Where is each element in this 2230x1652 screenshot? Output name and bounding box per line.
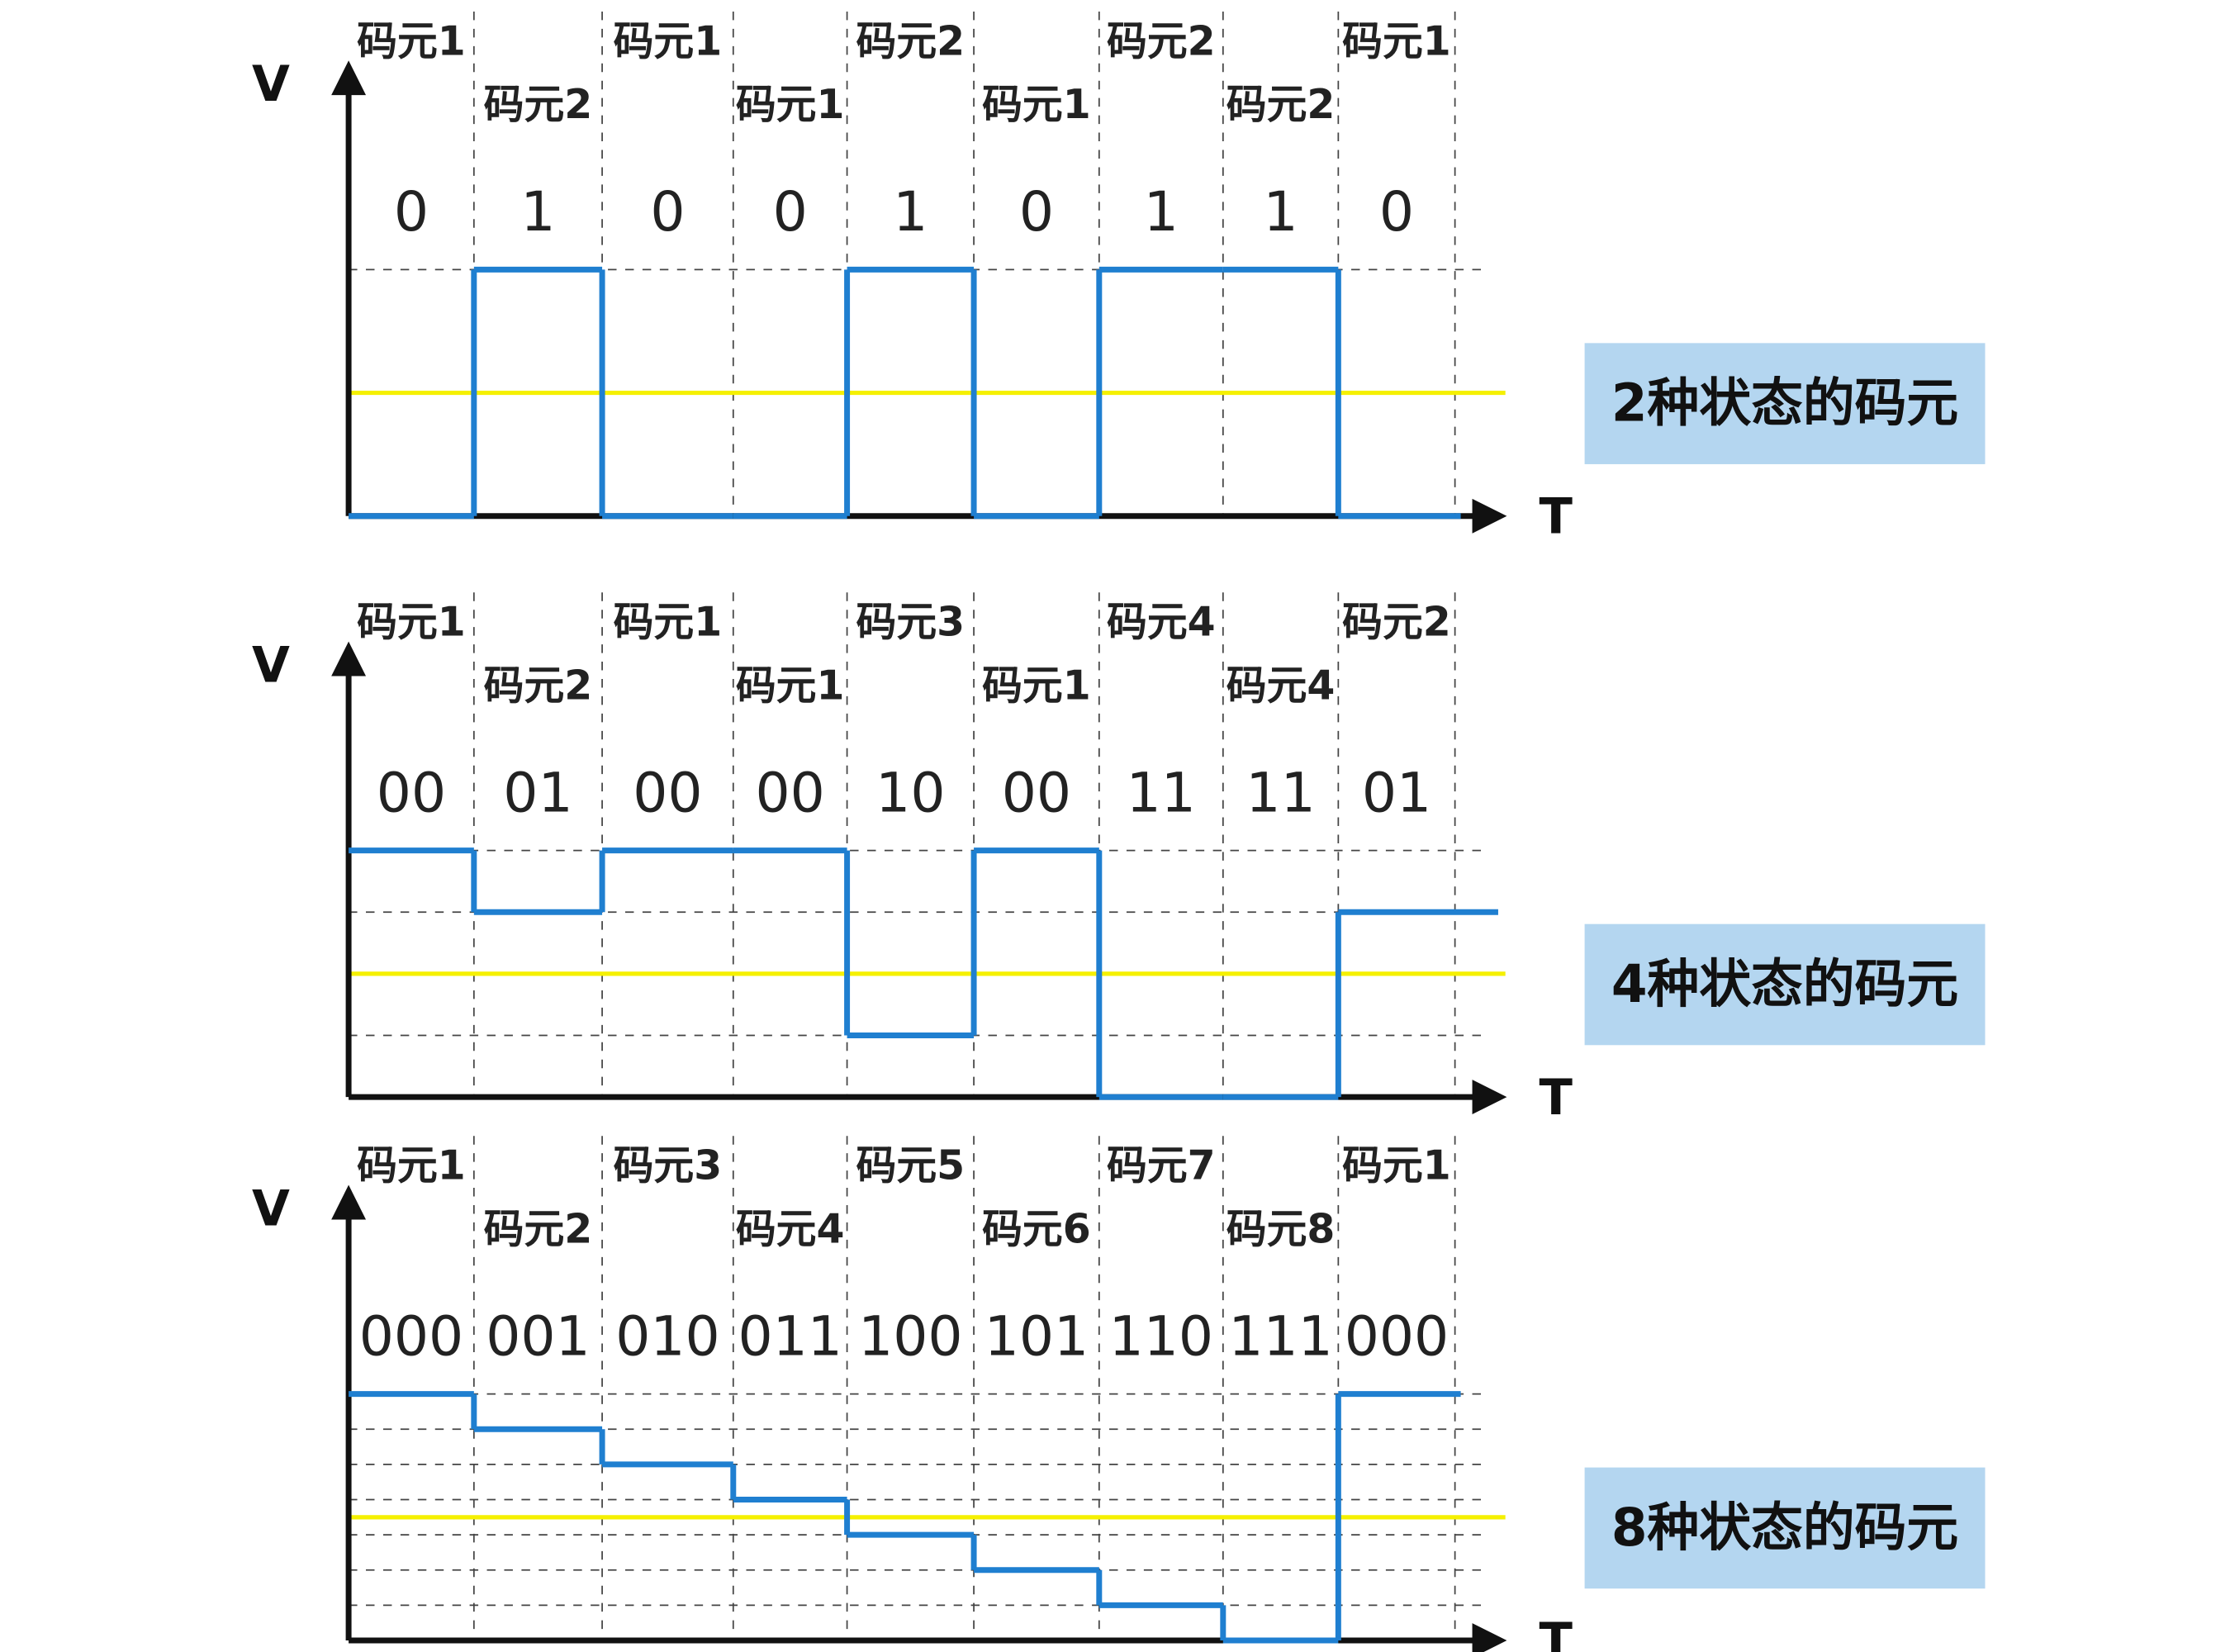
bit-label: 0	[773, 179, 808, 244]
symbol-label: 码元2	[484, 1205, 593, 1252]
symbol-label: 码元2	[484, 81, 593, 128]
y-axis-label: V	[252, 636, 290, 693]
symbol-label: 码元2	[1226, 81, 1336, 128]
symbol-label: 码元1	[982, 81, 1091, 128]
bit-label: 100	[858, 1303, 962, 1368]
x-axis-label: T	[1540, 488, 1573, 545]
bit-label: 101	[985, 1303, 1089, 1368]
bit-label: 1	[520, 179, 555, 244]
bit-label: 1	[1264, 179, 1298, 244]
bit-label: 10	[875, 761, 945, 825]
bit-label: 01	[503, 761, 572, 825]
x-axis-label: T	[1540, 1612, 1573, 1652]
caption: 2种状态的码元	[1611, 373, 1958, 434]
bit-label: 0	[650, 179, 685, 244]
y-arrow	[331, 60, 367, 96]
bit-label: 1	[893, 179, 928, 244]
symbol-label: 码元1	[357, 1142, 466, 1189]
symbol-label: 码元8	[1226, 1205, 1336, 1252]
caption-box	[1584, 343, 1986, 464]
bit-label: 11	[1245, 761, 1315, 825]
caption-box	[1584, 923, 1986, 1046]
bit-label: 00	[1002, 761, 1071, 825]
symbol-label: 码元1	[1342, 17, 1451, 64]
symbol-label: 码元1	[357, 599, 466, 646]
bit-label: 001	[486, 1303, 590, 1368]
bit-label: 000	[359, 1303, 463, 1368]
x-arrow	[1472, 1623, 1507, 1652]
symbol-label: 码元5	[856, 1142, 966, 1189]
bit-label: 010	[615, 1303, 719, 1368]
symbol-label: 码元2	[1107, 17, 1216, 64]
y-arrow	[331, 641, 367, 676]
symbol-label: 码元2	[484, 662, 593, 709]
symbol-label: 码元3	[856, 599, 966, 646]
bit-label: 0	[394, 179, 429, 244]
symbol-label: 码元2	[1342, 599, 1451, 646]
bit-label: 00	[377, 761, 446, 825]
symbol-label: 码元3	[614, 1142, 723, 1189]
symbol-label: 码元4	[1107, 599, 1216, 646]
bit-label: 11	[1127, 761, 1196, 825]
symbol-label: 码元4	[1226, 662, 1336, 709]
bit-label: 011	[738, 1303, 842, 1368]
symbol-label: 码元1	[357, 17, 466, 64]
symbol-label: 码元2	[856, 17, 966, 64]
bit-label: 0	[1019, 179, 1054, 244]
bit-label: 0	[1379, 179, 1414, 244]
symbol-label: 码元7	[1107, 1142, 1216, 1189]
bit-label: 111	[1228, 1303, 1332, 1368]
caption-box	[1584, 1467, 1986, 1589]
caption: 8种状态的码元	[1611, 1498, 1958, 1558]
bit-label: 1	[1144, 179, 1179, 244]
x-arrow	[1472, 498, 1507, 534]
symbol-label: 码元1	[736, 81, 845, 128]
symbol-label: 码元4	[736, 1205, 845, 1252]
caption: 4种状态的码元	[1611, 954, 1958, 1014]
x-arrow	[1472, 1080, 1507, 1115]
bit-label: 00	[633, 761, 702, 825]
y-arrow	[331, 1184, 367, 1220]
bit-label: 000	[1345, 1303, 1449, 1368]
symbol-label: 码元1	[614, 599, 723, 646]
bit-label: 00	[756, 761, 825, 825]
symbol-label: 码元1	[982, 662, 1091, 709]
bit-label: 110	[1109, 1303, 1213, 1368]
symbol-label: 码元1	[1342, 1142, 1451, 1189]
symbol-label: 码元1	[736, 662, 845, 709]
y-axis-label: V	[252, 55, 290, 112]
x-axis-label: T	[1540, 1069, 1573, 1126]
bit-label: 01	[1362, 761, 1431, 825]
symbol-label: 码元6	[982, 1205, 1091, 1252]
y-axis-label: V	[252, 1180, 290, 1237]
symbol-label: 码元1	[614, 17, 723, 64]
